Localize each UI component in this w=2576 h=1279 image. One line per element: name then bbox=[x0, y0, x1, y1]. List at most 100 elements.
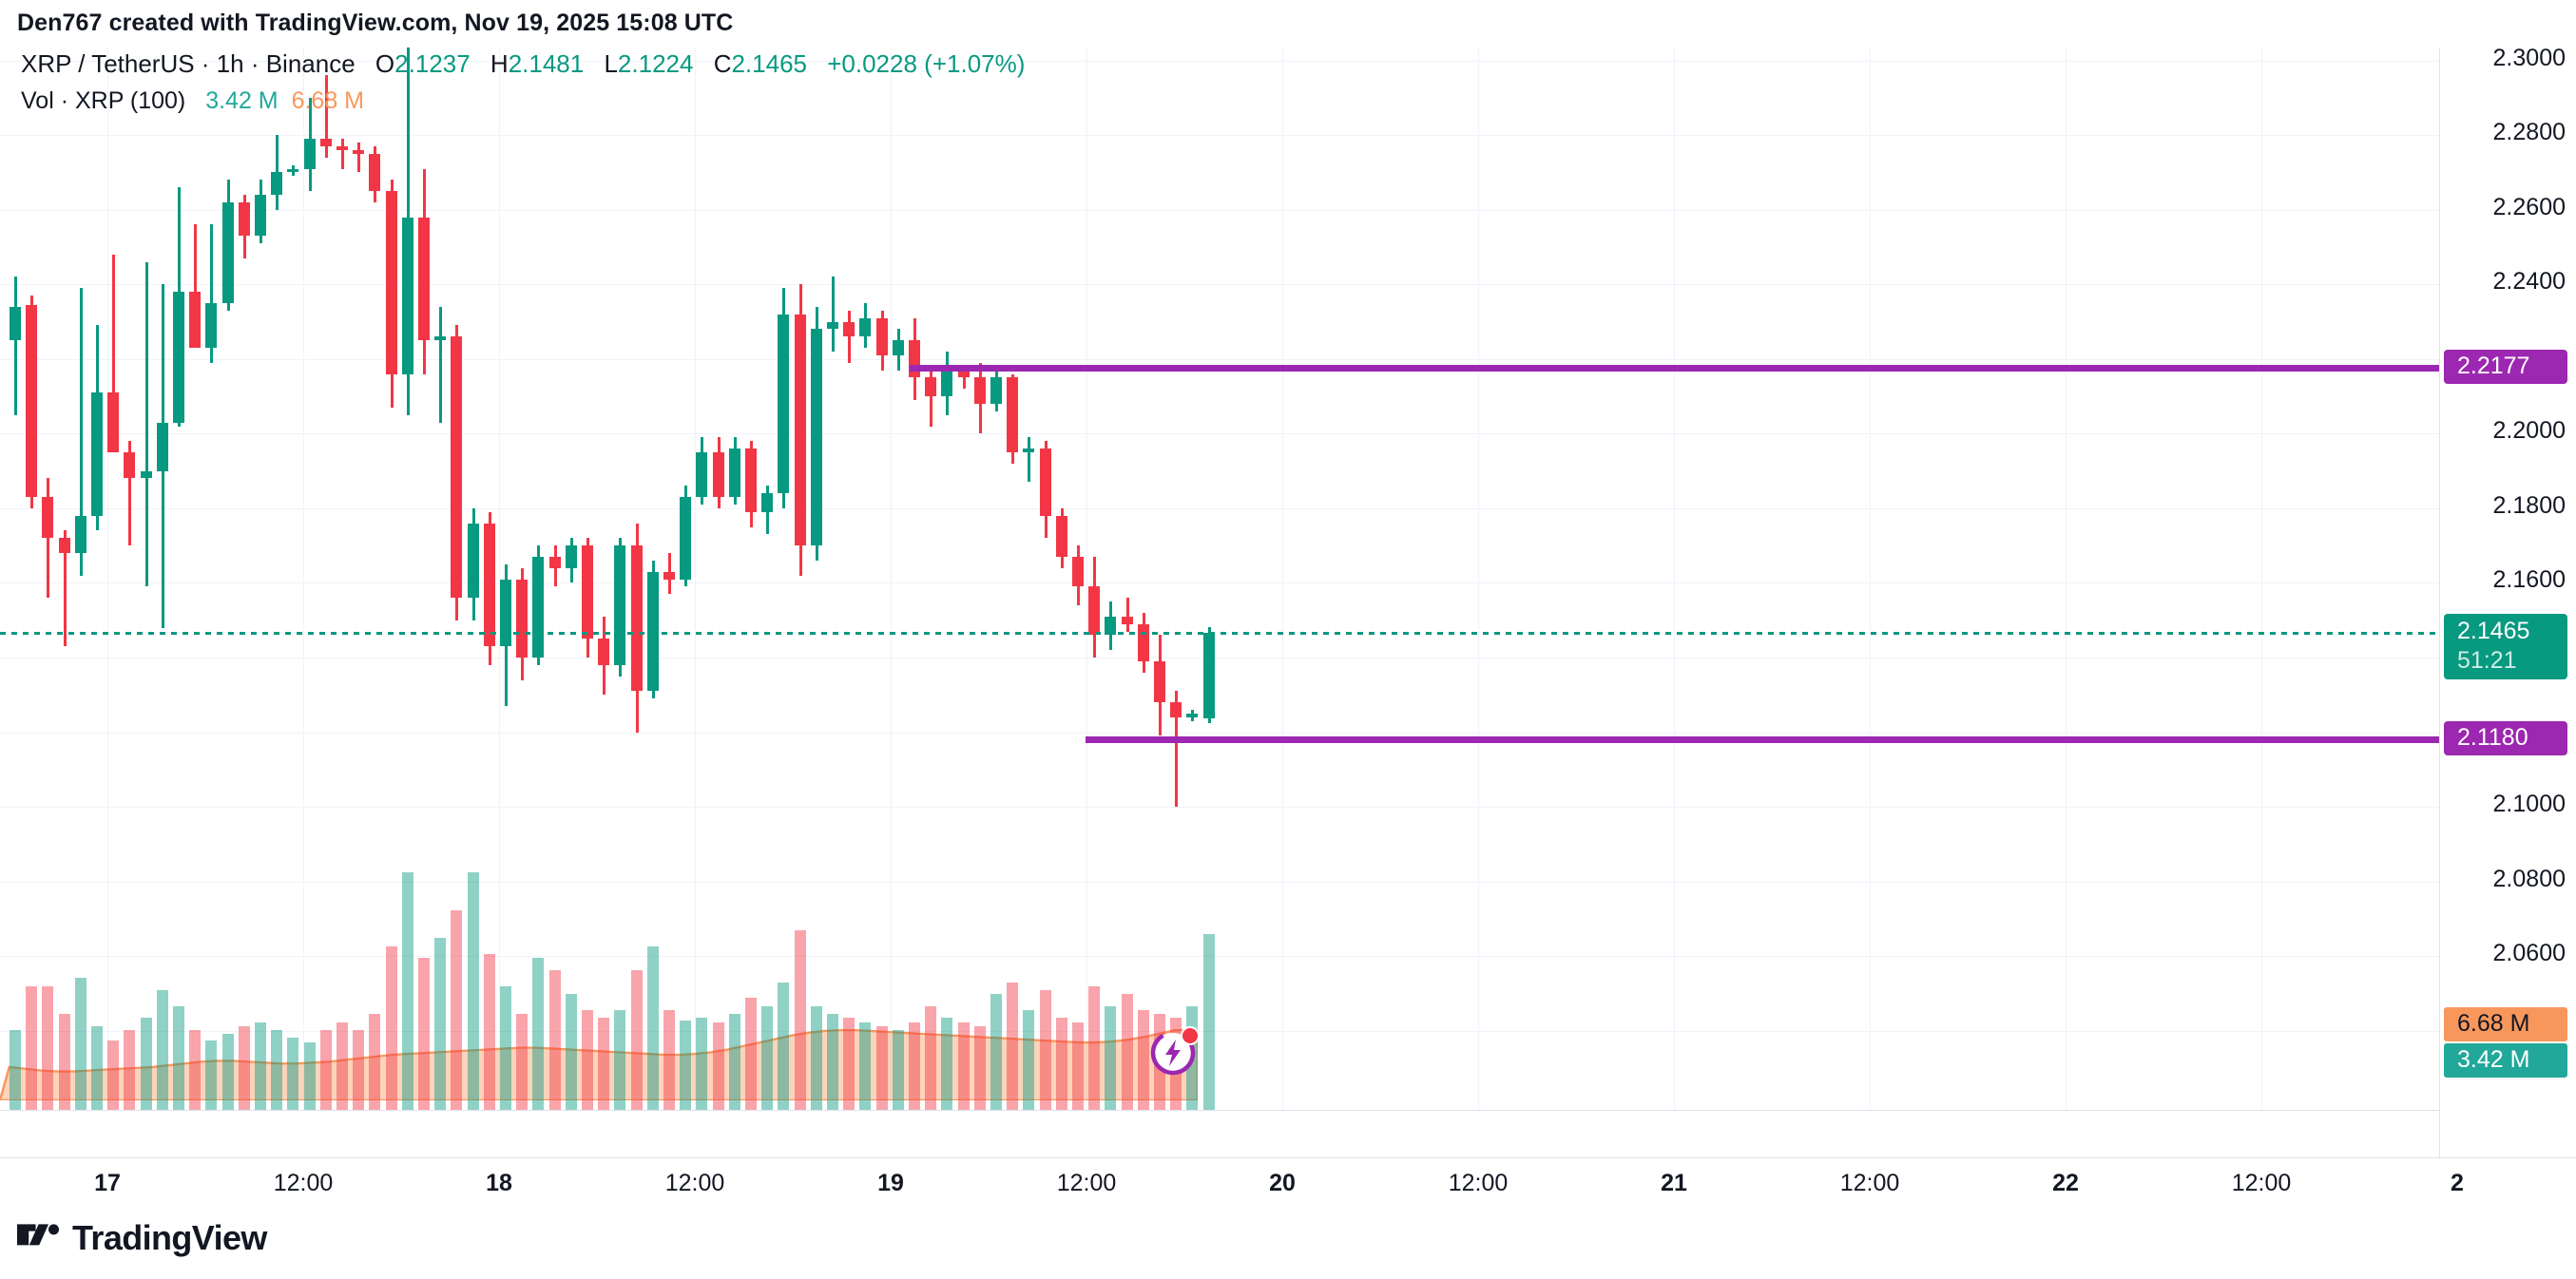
legend-close-label: C bbox=[713, 49, 732, 78]
gridline-vertical bbox=[1674, 48, 1675, 1110]
candle-body bbox=[647, 571, 659, 692]
candle-body bbox=[336, 145, 348, 150]
volume-bar bbox=[680, 1020, 691, 1110]
price-badge-resistance[interactable]: 2.2177 bbox=[2444, 350, 2567, 384]
candle-wick bbox=[325, 75, 328, 158]
chart-pane[interactable] bbox=[0, 48, 2439, 1157]
volume-bar bbox=[42, 985, 53, 1110]
volume-bar bbox=[402, 872, 413, 1110]
candle-body bbox=[1186, 713, 1198, 717]
gridline-vertical bbox=[107, 48, 108, 1110]
gridline-horizontal bbox=[0, 284, 2439, 285]
candle-wick bbox=[930, 366, 932, 427]
candle-body bbox=[386, 191, 397, 374]
candle-wick bbox=[64, 530, 67, 647]
chart-frame[interactable]: XRP / TetherUS · 1h · Binance O2.1237 H2… bbox=[0, 48, 2576, 1157]
candle-body bbox=[532, 556, 544, 658]
volume-bar bbox=[778, 982, 789, 1110]
time-axis[interactable]: 17 12:00 18 12:00 19 12:00 20 12:00 21 12:00 22 12:… bbox=[0, 1157, 2576, 1215]
price-tick: 2.2400 bbox=[2492, 268, 2566, 295]
legend-volume-row: Vol · XRP (100) 3.42 M 6.68 M bbox=[21, 85, 1025, 117]
volume-bar bbox=[271, 1030, 282, 1110]
tradingview-logo: TradingView bbox=[17, 1218, 267, 1258]
legend-open-label: O bbox=[375, 49, 395, 78]
price-axis[interactable]: 2.3000 2.2800 2.2600 2.2400 2.2000 2.1800 2.16… bbox=[2439, 45, 2576, 1157]
gridline-horizontal bbox=[0, 135, 2439, 136]
price-tick: 2.1000 bbox=[2492, 791, 2566, 817]
candle-wick bbox=[439, 306, 442, 423]
volume-bar bbox=[713, 1021, 724, 1110]
volume-bar bbox=[761, 1005, 773, 1110]
candle-body bbox=[255, 195, 266, 237]
gridline-vertical bbox=[303, 48, 304, 1110]
volume-bar bbox=[255, 1021, 266, 1110]
candle-body bbox=[189, 292, 201, 349]
volume-bar bbox=[859, 1021, 871, 1110]
gridline-horizontal bbox=[0, 733, 2439, 734]
volume-bar bbox=[304, 1041, 316, 1110]
candle-wick bbox=[47, 478, 49, 599]
volume-bar bbox=[91, 1025, 103, 1110]
candle-body bbox=[107, 392, 119, 452]
candle-body bbox=[663, 571, 675, 580]
gridline-vertical bbox=[891, 48, 892, 1110]
replay-lightning-icon[interactable] bbox=[1148, 1026, 1200, 1078]
price-tick: 2.2800 bbox=[2492, 119, 2566, 145]
volume-bar bbox=[1203, 934, 1215, 1110]
candle-wick bbox=[848, 310, 851, 363]
price-tick: 2.3000 bbox=[2492, 45, 2566, 71]
candle-body bbox=[59, 538, 70, 554]
candle-body bbox=[1154, 660, 1165, 703]
candle-body bbox=[598, 639, 609, 665]
volume-bar bbox=[614, 1010, 625, 1110]
volume-bar bbox=[729, 1014, 740, 1110]
price-badge-last[interactable]: 2.1465 51:21 bbox=[2444, 614, 2567, 679]
candle-body bbox=[222, 201, 234, 303]
volume-bar bbox=[566, 994, 577, 1110]
candle-body bbox=[925, 377, 936, 397]
volume-bar bbox=[10, 1030, 21, 1110]
time-tick: 12:00 bbox=[664, 1170, 725, 1196]
volume-badge-max[interactable]: 6.68 M bbox=[2444, 1007, 2567, 1041]
volume-bar bbox=[189, 1030, 201, 1110]
volume-bar bbox=[909, 1021, 920, 1110]
candle-body bbox=[974, 377, 986, 404]
time-tick: 20 bbox=[1269, 1170, 1296, 1196]
gridline-horizontal bbox=[0, 658, 2439, 659]
candle-body bbox=[631, 545, 643, 692]
candle-body bbox=[1056, 515, 1067, 557]
volume-bar bbox=[647, 945, 659, 1110]
gridline-horizontal bbox=[0, 882, 2439, 883]
candle-body bbox=[1072, 556, 1084, 587]
legend-open-value: 2.1237 bbox=[394, 49, 471, 78]
candle-body bbox=[1023, 449, 1034, 452]
legend-volume-ma-value: 3.42 M bbox=[205, 87, 279, 114]
volume-badge-ma[interactable]: 3.42 M bbox=[2444, 1043, 2567, 1078]
volume-bar bbox=[893, 1030, 904, 1110]
candle-wick bbox=[357, 143, 360, 173]
candle-body bbox=[680, 497, 691, 580]
legend-change-value: +0.0228 (+1.07%) bbox=[827, 49, 1026, 78]
legend-symbol[interactable]: XRP / TetherUS · 1h · Binance bbox=[21, 49, 356, 78]
candle-body bbox=[75, 515, 87, 554]
chart-legend: XRP / TetherUS · 1h · Binance O2.1237 H2… bbox=[21, 48, 1025, 117]
legend-ohlc-row: XRP / TetherUS · 1h · Binance O2.1237 H2… bbox=[21, 48, 1025, 80]
candle-body bbox=[434, 336, 446, 341]
time-tick: 12:00 bbox=[273, 1170, 334, 1196]
candle-wick bbox=[1126, 598, 1129, 632]
horizontal-line-2.2177[interactable] bbox=[910, 365, 2439, 372]
price-badge-support[interactable]: 2.1180 bbox=[2444, 721, 2567, 755]
candle-body bbox=[713, 452, 724, 498]
legend-volume-title[interactable]: Vol · XRP (100) bbox=[21, 87, 186, 114]
candle-body bbox=[941, 370, 952, 397]
candle-body bbox=[1007, 377, 1018, 452]
last-price-value: 2.1465 bbox=[2457, 618, 2530, 644]
candle-body bbox=[745, 449, 757, 512]
gridline-vertical bbox=[1086, 48, 1087, 1110]
legend-high-value: 2.1481 bbox=[508, 49, 585, 78]
candle-body bbox=[10, 306, 21, 341]
notification-dot bbox=[1181, 1026, 1200, 1045]
gridline-vertical bbox=[2261, 48, 2262, 1110]
horizontal-line-2.1180[interactable] bbox=[1086, 736, 2439, 743]
candle-body bbox=[566, 545, 577, 568]
